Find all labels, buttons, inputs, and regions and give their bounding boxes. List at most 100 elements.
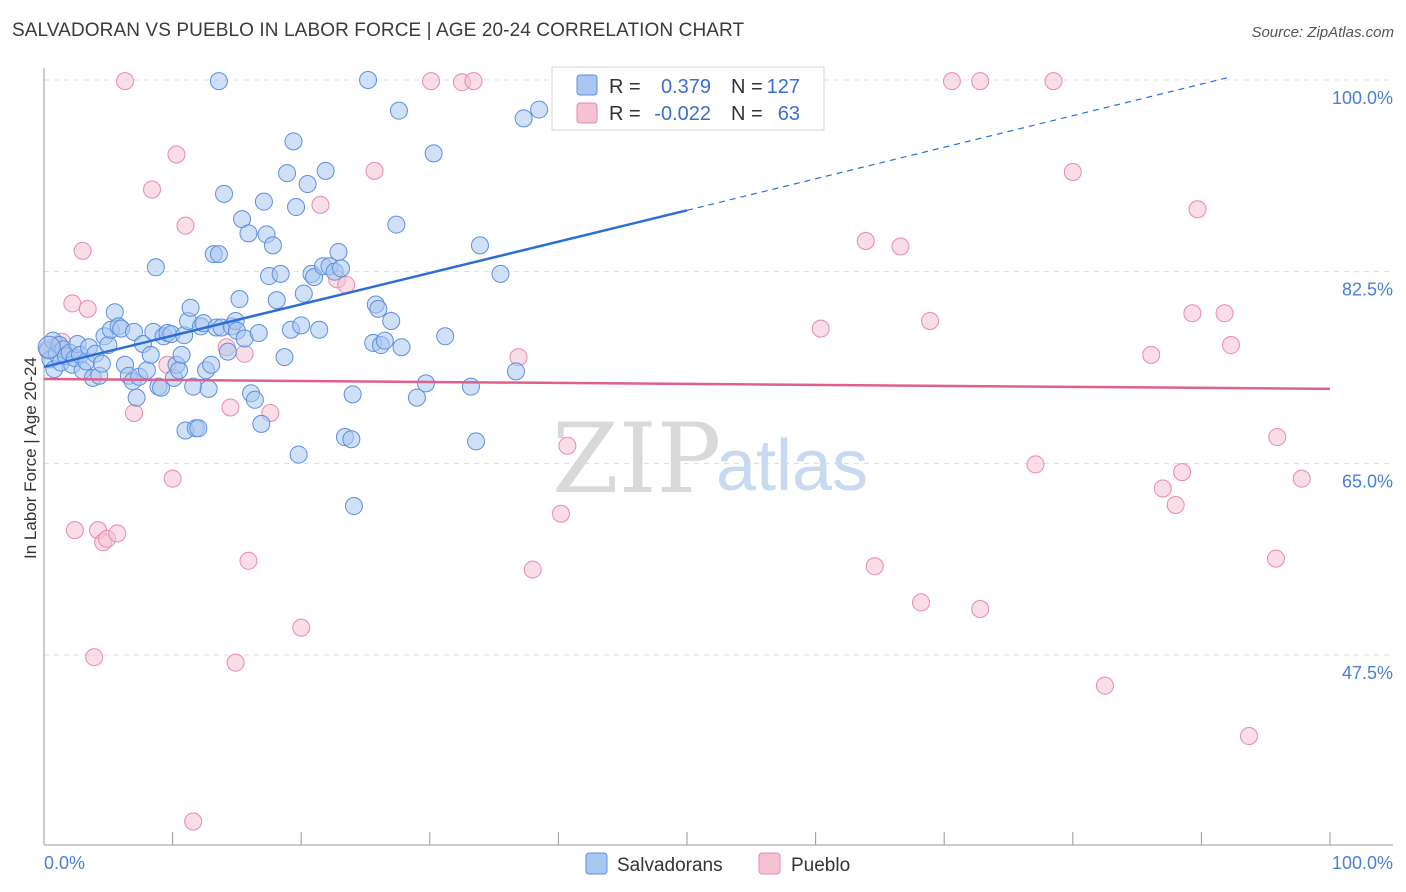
pueblo-point — [1188, 200, 1207, 219]
salvadorans-point — [189, 419, 208, 438]
salvadorans-point — [392, 338, 411, 357]
pueblo-point — [235, 344, 254, 363]
salvadorans-point — [329, 242, 348, 261]
salvadorans-point — [146, 258, 165, 277]
pueblo-point — [108, 524, 127, 543]
salvadorans-trend-extension — [686, 77, 1228, 211]
pueblo-trend-line — [43, 377, 1331, 391]
salvadorans-point — [127, 388, 146, 407]
n-label-salvadorans: N = — [731, 76, 763, 98]
pueblo-point — [365, 161, 384, 180]
x-tick-label-max: 100.0% — [1332, 853, 1393, 873]
salvadorans-point — [491, 264, 510, 283]
pueblo-point — [1153, 479, 1172, 498]
salvadorans-point — [294, 284, 313, 303]
pueblo-point — [1266, 549, 1285, 568]
salvadorans-point — [137, 361, 156, 380]
pueblo-point — [184, 812, 203, 831]
pueblo-point — [1215, 304, 1234, 323]
salvadorans-point — [263, 236, 282, 255]
salvadorans-trend-line — [43, 209, 688, 369]
legend-swatch-salvadorans — [585, 852, 608, 875]
salvadorans-point — [172, 345, 191, 364]
pueblo-point — [163, 469, 182, 488]
salvadorans-point — [467, 432, 486, 451]
watermark-atlas: atlas — [716, 426, 868, 506]
salvadorans-point — [387, 215, 406, 234]
salvadorans-point — [506, 362, 525, 381]
pueblo-point — [1239, 727, 1258, 746]
n-value-salvadorans: 127 — [767, 76, 800, 98]
y-tick-label: 47.5% — [1342, 663, 1393, 683]
salvadorans-point — [316, 161, 335, 180]
pueblo-point — [63, 294, 82, 313]
salvadorans-point — [514, 109, 533, 128]
pueblo-point — [226, 653, 245, 672]
salvadorans-point — [287, 198, 306, 217]
pueblo-point — [1292, 469, 1311, 488]
salvadorans-point — [239, 224, 258, 243]
pueblo-point — [551, 504, 570, 523]
salvadorans-point — [310, 320, 329, 339]
salvadorans-point — [343, 385, 362, 404]
pueblo-point — [1173, 463, 1192, 482]
salvadorans-point — [199, 379, 218, 398]
salvadorans-point — [271, 264, 290, 283]
pueblo-point — [176, 216, 195, 235]
pueblo-point — [523, 560, 542, 579]
salvadorans-point — [249, 324, 268, 342]
salvadorans-point — [278, 164, 297, 183]
salvadorans-point — [289, 445, 308, 464]
salvadorans-point — [344, 497, 363, 516]
pueblo-point — [1268, 428, 1287, 447]
y-axis-title: In Labor Force | Age 20-24 — [21, 357, 40, 559]
salvadorans-point — [215, 184, 234, 203]
salvadorans-point — [298, 175, 317, 194]
salvadorans-point — [461, 377, 480, 396]
pueblo-point — [143, 180, 162, 199]
salvadorans-point — [252, 414, 271, 433]
salvadorans-point — [275, 348, 294, 367]
salvadorans-swatch — [576, 74, 598, 96]
salvadorans-point — [369, 299, 388, 318]
data-points — [37, 71, 1311, 831]
legend-swatch-pueblo — [758, 852, 781, 875]
y-tick-labels: 47.5% 65.0% 82.5% 100.0% — [1332, 88, 1393, 683]
salvadorans-point — [332, 259, 351, 278]
r-label-pueblo: R = — [609, 103, 641, 125]
chart-title: SALVADORAN VS PUEBLO IN LABOR FORCE | AG… — [12, 20, 745, 41]
salvadorans-point — [170, 361, 189, 380]
salvadorans-point — [209, 245, 228, 264]
salvadorans-point — [389, 101, 408, 120]
pueblo-point — [73, 241, 92, 260]
salvadorans-point — [245, 390, 264, 409]
pueblo-point — [239, 551, 258, 570]
pueblo-point — [1026, 455, 1045, 474]
pueblo-point — [292, 618, 311, 637]
pueblo-point — [221, 398, 240, 417]
salvadorans-point — [181, 298, 200, 317]
salvadorans-point — [230, 290, 249, 309]
pueblo-point — [912, 593, 931, 612]
pueblo-point — [865, 557, 884, 576]
pueblo-point — [1095, 676, 1114, 695]
pueblo-point — [1183, 304, 1202, 323]
salvadorans-point — [284, 132, 303, 151]
pueblo-point — [558, 436, 577, 455]
pueblo-point — [856, 232, 875, 250]
y-tick-label: 82.5% — [1342, 280, 1393, 300]
pueblo-point — [891, 237, 910, 256]
pueblo-point — [1221, 336, 1240, 355]
salvadorans-point — [375, 331, 394, 350]
pueblo-point — [1044, 72, 1063, 91]
r-value-salvadorans: 0.379 — [661, 76, 711, 98]
r-value-pueblo: -0.022 — [654, 103, 711, 125]
y-tick-label: 100.0% — [1332, 88, 1393, 108]
pueblo-point — [125, 403, 144, 422]
pueblo-point — [1142, 345, 1161, 364]
salvadorans-point — [267, 291, 286, 310]
legend-label-salvadorans: Salvadorans — [617, 855, 723, 876]
pueblo-point — [464, 72, 483, 91]
pueblo-point — [78, 299, 97, 318]
